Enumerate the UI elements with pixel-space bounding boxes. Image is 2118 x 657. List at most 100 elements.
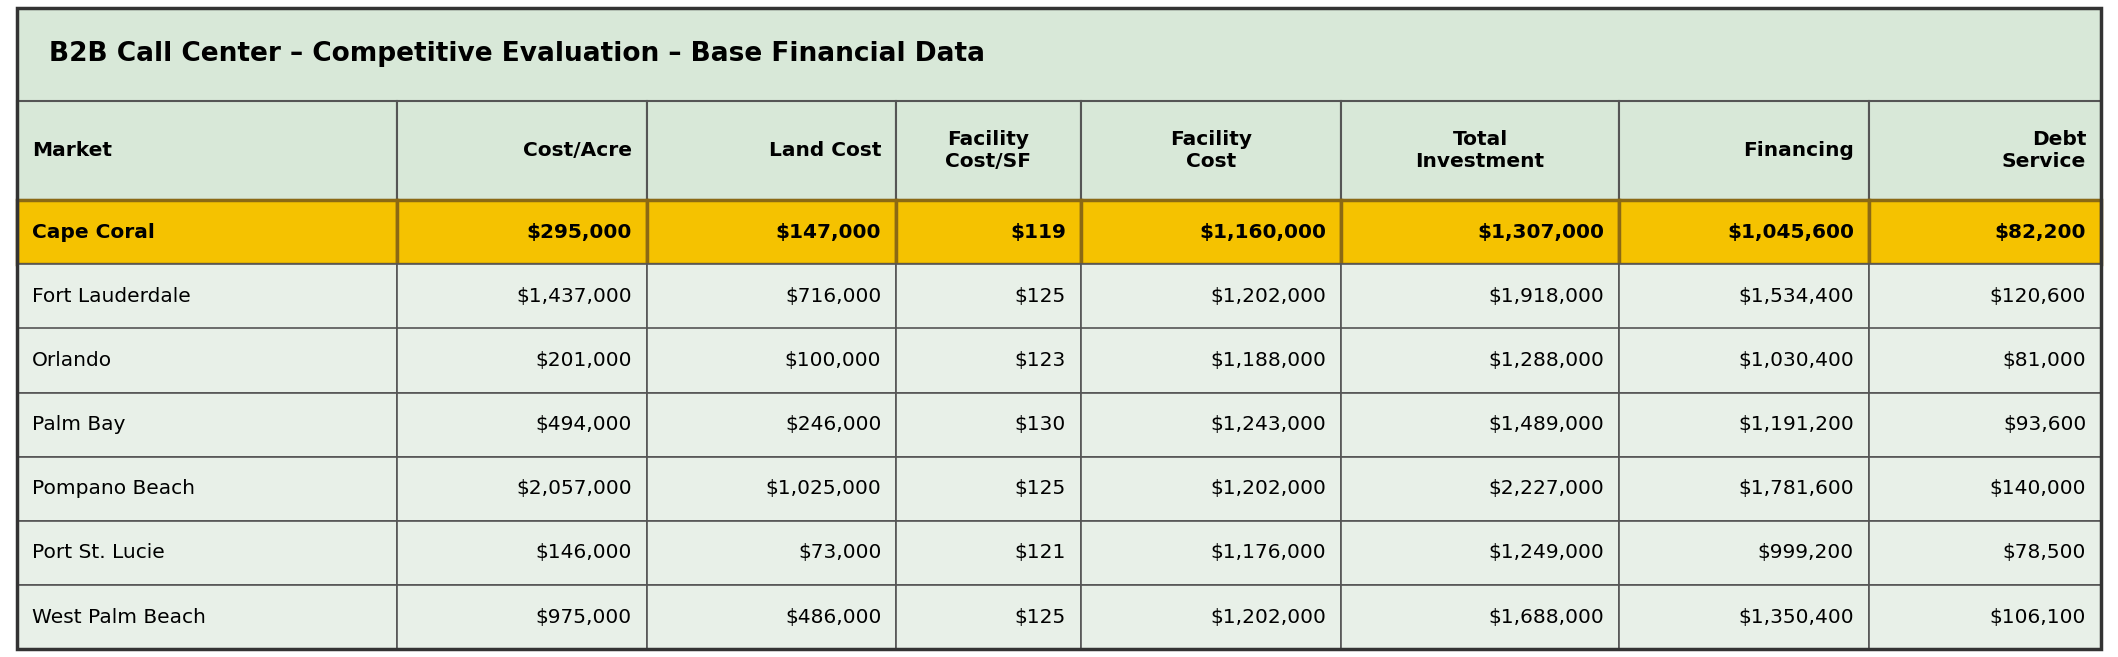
Bar	[1341, 328, 1618, 393]
Text: $1,202,000: $1,202,000	[1211, 480, 1326, 498]
Text: $2,057,000: $2,057,000	[517, 480, 631, 498]
Text: B2B Call Center – Competitive Evaluation – Base Financial Data: B2B Call Center – Competitive Evaluation…	[49, 41, 985, 68]
Text: $140,000: $140,000	[1989, 480, 2086, 498]
Text: Orlando: Orlando	[32, 351, 112, 370]
Bar	[646, 264, 896, 328]
Text: $1,202,000: $1,202,000	[1211, 287, 1326, 306]
Bar	[17, 521, 396, 585]
Text: Facility
Cost/SF: Facility Cost/SF	[945, 130, 1031, 171]
Bar	[1341, 101, 1618, 200]
Text: $494,000: $494,000	[536, 415, 631, 434]
Text: Port St. Lucie: Port St. Lucie	[32, 543, 165, 562]
Text: Financing: Financing	[1743, 141, 1853, 160]
Bar	[646, 393, 896, 457]
Bar	[1618, 264, 1868, 328]
Text: $78,500: $78,500	[2004, 543, 2086, 562]
Bar	[646, 585, 896, 649]
Bar	[1080, 200, 1341, 264]
Text: $201,000: $201,000	[536, 351, 631, 370]
Text: Palm Bay: Palm Bay	[32, 415, 125, 434]
Text: $1,025,000: $1,025,000	[765, 480, 881, 498]
Bar	[17, 457, 396, 521]
Text: $1,030,400: $1,030,400	[1739, 351, 1853, 370]
Text: $1,350,400: $1,350,400	[1739, 608, 1853, 627]
Bar	[1618, 521, 1868, 585]
Text: $146,000: $146,000	[536, 543, 631, 562]
Bar	[896, 393, 1080, 457]
Bar	[396, 457, 646, 521]
Text: $147,000: $147,000	[775, 223, 881, 242]
Bar	[1341, 585, 1618, 649]
Text: $121: $121	[1015, 543, 1065, 562]
Bar	[1341, 393, 1618, 457]
Text: $1,489,000: $1,489,000	[1489, 415, 1603, 434]
Text: $130: $130	[1015, 415, 1065, 434]
Bar	[646, 521, 896, 585]
Bar	[396, 328, 646, 393]
Text: $1,288,000: $1,288,000	[1489, 351, 1603, 370]
Text: $246,000: $246,000	[786, 415, 881, 434]
Text: $125: $125	[1015, 608, 1065, 627]
Bar	[1341, 521, 1618, 585]
Bar	[646, 457, 896, 521]
Text: $73,000: $73,000	[798, 543, 881, 562]
Text: $125: $125	[1015, 480, 1065, 498]
Bar	[896, 521, 1080, 585]
Bar	[17, 264, 396, 328]
Bar	[396, 393, 646, 457]
Bar	[646, 101, 896, 200]
Text: $975,000: $975,000	[536, 608, 631, 627]
Bar	[896, 585, 1080, 649]
Bar	[1341, 200, 1618, 264]
Bar	[1868, 457, 2101, 521]
Text: $81,000: $81,000	[2004, 351, 2086, 370]
Bar	[396, 585, 646, 649]
Text: Fort Lauderdale: Fort Lauderdale	[32, 287, 191, 306]
Text: $1,045,600: $1,045,600	[1726, 223, 1853, 242]
Text: Cape Coral: Cape Coral	[32, 223, 155, 242]
Text: $120,600: $120,600	[1989, 287, 2086, 306]
Bar	[17, 585, 396, 649]
Text: Debt
Service: Debt Service	[2002, 130, 2086, 171]
Text: $1,688,000: $1,688,000	[1489, 608, 1603, 627]
Text: $295,000: $295,000	[525, 223, 631, 242]
Bar	[1341, 264, 1618, 328]
Bar	[896, 457, 1080, 521]
Text: $1,191,200: $1,191,200	[1739, 415, 1853, 434]
Bar	[1080, 393, 1341, 457]
Bar	[646, 328, 896, 393]
Bar	[1080, 457, 1341, 521]
Bar	[896, 101, 1080, 200]
Text: West Palm Beach: West Palm Beach	[32, 608, 205, 627]
Bar	[1868, 264, 2101, 328]
Bar	[1618, 328, 1868, 393]
Bar	[1618, 101, 1868, 200]
Bar	[896, 200, 1080, 264]
Bar	[396, 200, 646, 264]
Bar	[1868, 521, 2101, 585]
Text: $119: $119	[1010, 223, 1065, 242]
Bar	[1080, 264, 1341, 328]
Text: $125: $125	[1015, 287, 1065, 306]
Text: $1,176,000: $1,176,000	[1211, 543, 1326, 562]
Text: $100,000: $100,000	[786, 351, 881, 370]
Bar	[17, 328, 396, 393]
Text: $1,188,000: $1,188,000	[1211, 351, 1326, 370]
Text: Total
Investment: Total Investment	[1415, 130, 1544, 171]
Bar	[1080, 585, 1341, 649]
Text: Pompano Beach: Pompano Beach	[32, 480, 195, 498]
Text: Market: Market	[32, 141, 112, 160]
Text: $716,000: $716,000	[786, 287, 881, 306]
Bar	[1868, 328, 2101, 393]
Bar	[1868, 200, 2101, 264]
Bar	[396, 521, 646, 585]
Bar	[1868, 101, 2101, 200]
Bar	[1868, 393, 2101, 457]
Text: $93,600: $93,600	[2004, 415, 2086, 434]
Text: $106,100: $106,100	[1989, 608, 2086, 627]
Text: $123: $123	[1015, 351, 1065, 370]
Bar	[17, 101, 396, 200]
Text: Facility
Cost: Facility Cost	[1169, 130, 1252, 171]
Bar	[17, 8, 2101, 101]
Text: $1,249,000: $1,249,000	[1489, 543, 1603, 562]
